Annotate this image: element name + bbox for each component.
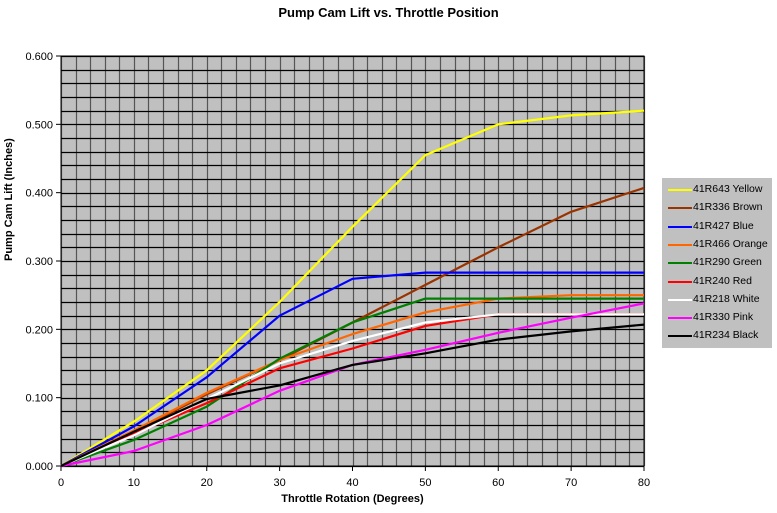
legend-swatch <box>668 298 692 301</box>
x-tick-label: 80 <box>638 477 650 489</box>
legend-swatch <box>668 189 692 191</box>
x-tick-label: 0 <box>58 477 64 489</box>
y-tick-label: 0.000 <box>25 461 53 473</box>
legend-item: 41R336 Brown <box>662 199 772 217</box>
legend-label: 41R330 Pink <box>693 311 754 324</box>
x-axis-label: Throttle Rotation (Degrees) <box>281 493 424 505</box>
legend-label: 41R466 Orange <box>693 237 768 250</box>
chart-title: Pump Cam Lift vs. Throttle Position <box>278 5 499 20</box>
legend-label: 41R240 Red <box>693 274 752 287</box>
y-tick-label: 0.300 <box>25 256 53 268</box>
axes: 0.000 0.100 0.200 0.300 0.400 0.500 0.600 0 10 20… <box>25 51 650 489</box>
series-line <box>60 109 645 467</box>
series-lines <box>60 109 645 468</box>
legend: 41R643 Yellow 41R336 Brown 41R427 Blue 41R4… <box>662 178 772 348</box>
legend-label: 41R643 Yellow <box>693 183 763 195</box>
legend-item: 41R290 Green <box>662 254 772 272</box>
x-tick-label: 60 <box>492 477 504 489</box>
x-tick-label: 70 <box>565 477 577 489</box>
legend-swatch <box>668 207 692 210</box>
legend-swatch <box>668 335 692 338</box>
x-tick-label: 50 <box>419 477 431 489</box>
legend-item: 41R427 Blue <box>662 218 772 236</box>
legend-item: 41R240 Red <box>662 273 772 291</box>
series-line <box>60 313 644 468</box>
legend-swatch <box>668 243 692 246</box>
legend-swatch <box>668 280 692 283</box>
y-tick-label: 0.200 <box>25 324 53 336</box>
x-tick-label: 10 <box>128 477 140 489</box>
series-line <box>60 271 644 467</box>
series-line <box>60 323 645 467</box>
legend-label: 41R336 Brown <box>693 201 763 214</box>
legend-item: 41R466 Orange <box>662 236 772 254</box>
legend-swatch <box>668 317 692 320</box>
legend-item: 41R643 Yellow <box>662 181 772 199</box>
legend-label: 41R290 Green <box>693 256 762 269</box>
x-tick-label: 40 <box>346 477 358 489</box>
y-tick-label: 0.100 <box>25 393 53 405</box>
series-line <box>60 297 644 468</box>
legend-item: 41R218 White <box>662 291 772 309</box>
legend-item: 41R330 Pink <box>662 309 772 327</box>
legend-label: 41R234 Black <box>693 329 759 342</box>
series-line <box>60 294 644 467</box>
legend-label: 41R218 White <box>693 292 760 305</box>
y-tick-label: 0.400 <box>25 188 53 200</box>
gridlines <box>60 55 646 468</box>
x-tick-label: 30 <box>274 477 286 489</box>
x-tick-label: 20 <box>201 477 213 489</box>
legend-swatch <box>668 262 692 265</box>
legend-label: 41R427 Blue <box>693 219 754 232</box>
y-tick-label: 0.600 <box>25 51 53 63</box>
y-tick-label: 0.500 <box>25 119 53 131</box>
legend-swatch <box>668 225 692 228</box>
legend-item: 41R234 Black <box>662 327 772 345</box>
